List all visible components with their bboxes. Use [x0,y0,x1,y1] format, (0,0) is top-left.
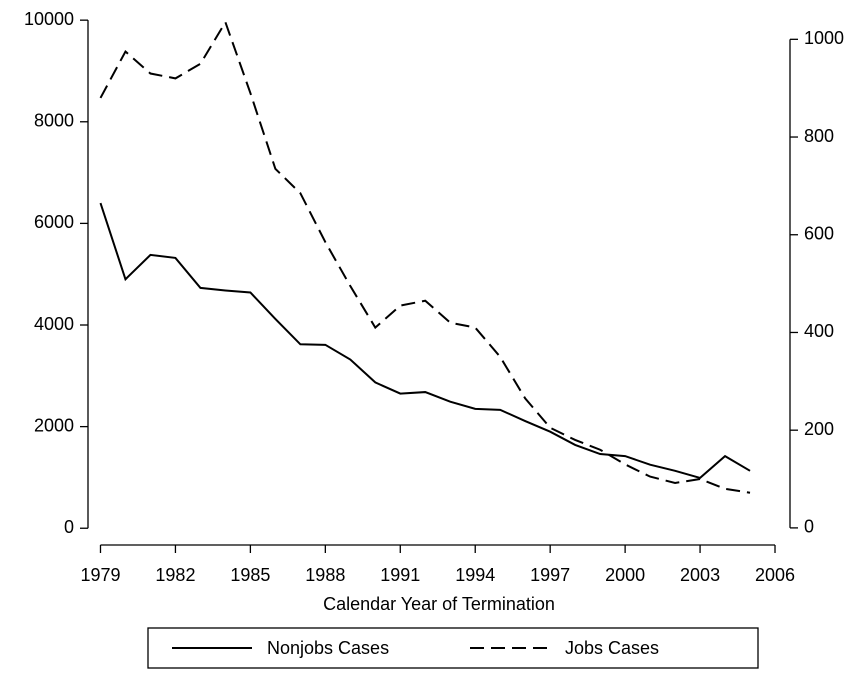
legend-label: Jobs Cases [565,638,659,658]
y-tick-label: 6000 [34,212,74,232]
y-tick-label: 4000 [34,314,74,334]
x-tick-label: 2006 [755,565,795,585]
x-tick-label: 1994 [455,565,495,585]
x-tick-label: 1997 [530,565,570,585]
y-tick-label: 8000 [34,111,74,131]
x-tick-label: 2000 [605,565,645,585]
x-tick-label: 1985 [230,565,270,585]
series-line [99,19,751,494]
legend-label: Nonjobs Cases [267,638,389,658]
y-tick-label: 10000 [24,9,74,29]
y-tick-label: 0 [64,517,74,537]
y2-tick-label: 400 [804,321,834,341]
series-line [99,202,751,480]
x-tick-label: 1982 [155,565,195,585]
legend-box [147,627,759,669]
y-tick-label: 2000 [34,415,74,435]
y2-tick-label: 0 [804,517,814,537]
y2-tick-label: 200 [804,419,834,439]
x-tick-label: 1988 [305,565,345,585]
x-axis-title: Calendar Year of Termination [323,594,555,614]
y2-tick-label: 1000 [804,28,844,48]
x-tick-label: 1991 [380,565,420,585]
y2-tick-label: 600 [804,223,834,243]
x-tick-label: 2003 [680,565,720,585]
x-tick-label: 1979 [80,565,120,585]
y2-tick-label: 800 [804,126,834,146]
